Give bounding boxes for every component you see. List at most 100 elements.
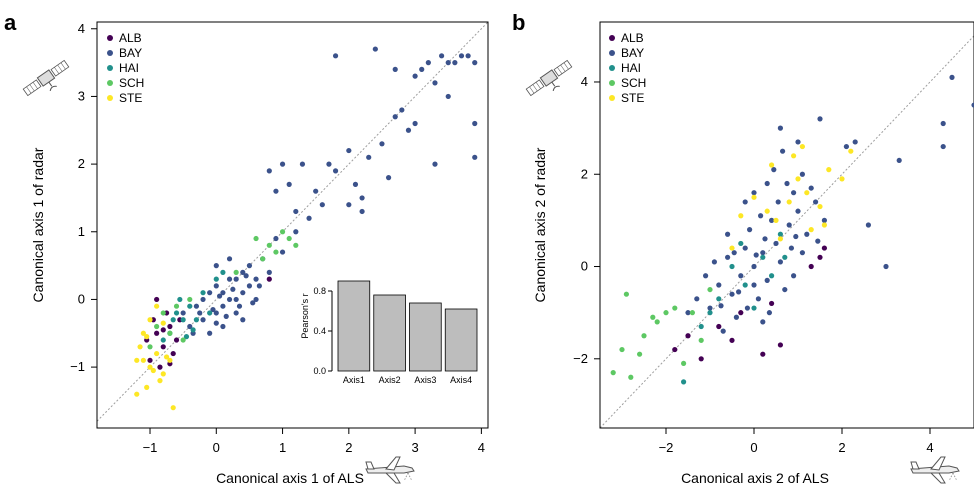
legend-marker-bay [609, 50, 615, 56]
data-point-ste [799, 143, 806, 150]
data-point-hai [177, 296, 183, 303]
data-point-bay [703, 273, 709, 279]
data-point-bay [793, 233, 799, 240]
data-point-bay [253, 296, 259, 303]
y-tick-label: 2 [78, 156, 85, 171]
legend-label-sch: SCH [621, 76, 646, 90]
data-point-sch [698, 337, 704, 343]
data-point-sch [707, 286, 713, 293]
data-point-bay [744, 305, 751, 311]
data-point-bay [279, 249, 286, 255]
data-point-bay [753, 252, 759, 258]
data-point-bay [775, 199, 781, 205]
data-point-bay [725, 231, 731, 237]
data-point-bay [197, 310, 203, 316]
data-point-bay [200, 317, 206, 323]
data-point-bay [716, 282, 722, 288]
data-point-ste [160, 320, 166, 326]
data-point-bay [472, 120, 478, 127]
data-point-bay [306, 215, 312, 221]
legend-label-bay: BAY [119, 46, 142, 60]
legend-marker-bay [107, 50, 113, 56]
data-point-bay [319, 202, 325, 208]
data-point-bay [405, 127, 412, 133]
data-point-ste [154, 303, 160, 309]
data-point-bay [230, 286, 236, 292]
data-point-ste [839, 176, 845, 182]
data-point-bay [213, 263, 219, 269]
data-point-ste [140, 330, 146, 336]
data-point-bay [813, 199, 819, 205]
data-point-bay [896, 157, 902, 164]
data-point-ste [154, 350, 160, 357]
data-point-alb [716, 323, 722, 330]
data-point-bay [213, 310, 219, 316]
data-point-sch [637, 351, 643, 357]
legend-marker-hai [107, 65, 113, 71]
data-point-sch [628, 374, 634, 380]
data-point-bay [733, 314, 740, 320]
data-point-hai [183, 334, 190, 340]
x-axis-title: Canonical axis 2 of ALS [681, 470, 829, 486]
data-point-alb [698, 356, 704, 362]
data-point-bay [445, 93, 451, 100]
legend-marker-ste [609, 95, 615, 101]
data-point-bay [694, 296, 700, 302]
data-point-bay [804, 231, 810, 237]
data-point-bay [808, 185, 814, 191]
data-point-hai [170, 317, 176, 323]
data-point-alb [266, 276, 272, 282]
data-point-bay [299, 161, 306, 167]
data-point-bay [760, 250, 766, 256]
data-point-bay [452, 60, 458, 66]
y-tick-label: 2 [581, 166, 588, 181]
data-point-sch [147, 344, 153, 350]
data-point-ste [817, 203, 823, 210]
scatter-points [134, 46, 478, 411]
data-point-sch [681, 360, 687, 367]
data-point-sch [663, 310, 669, 316]
inset-x-tick-label: Axis3 [414, 375, 436, 385]
data-point-bay [940, 120, 946, 127]
data-point-ste [826, 167, 832, 173]
data-point-bay [332, 53, 339, 59]
data-point-bay [220, 290, 226, 296]
data-point-bay [685, 310, 691, 316]
data-point-bay [791, 190, 797, 196]
data-point-ste [777, 236, 784, 242]
data-point-hai [220, 269, 226, 275]
data-point-bay [883, 263, 889, 270]
data-point-bay [784, 180, 790, 187]
data-point-bay [815, 238, 821, 244]
data-point-bay [843, 143, 850, 150]
data-point-sch [266, 242, 272, 248]
x-tick-label: 2 [838, 440, 845, 455]
data-point-bay [788, 245, 795, 251]
data-point-bay [777, 125, 784, 131]
data-point-ste [144, 384, 150, 390]
x-axis-title: Canonical axis 1 of ALS [216, 470, 364, 486]
legend-label-hai: HAI [119, 61, 139, 75]
data-point-bay [352, 181, 359, 187]
y-tick-label: 4 [78, 21, 85, 36]
data-point-alb [769, 300, 775, 307]
data-point-sch [233, 269, 239, 275]
legend-label-alb: ALB [119, 31, 142, 45]
data-point-hai [173, 310, 180, 316]
data-point-bay [372, 46, 378, 52]
data-point-bay [432, 161, 438, 167]
data-point-hai [187, 303, 193, 309]
data-point-bay [465, 53, 471, 59]
inset-y-tick-label: 0.0 [313, 366, 326, 376]
data-point-alb [672, 346, 678, 353]
panel-b: b −2 0 2 4 −2 0 2 4 Canonical axis 2 of ALS Canon… [512, 10, 974, 486]
data-point-alb [738, 310, 744, 316]
x-tick-label: 0 [213, 440, 220, 455]
data-point-hai [681, 379, 687, 385]
data-point-ste [147, 317, 153, 323]
data-point-ste [808, 227, 814, 233]
data-point-bay [233, 310, 239, 316]
data-point-bay [425, 60, 431, 66]
y-tick-label: −2 [573, 351, 588, 366]
